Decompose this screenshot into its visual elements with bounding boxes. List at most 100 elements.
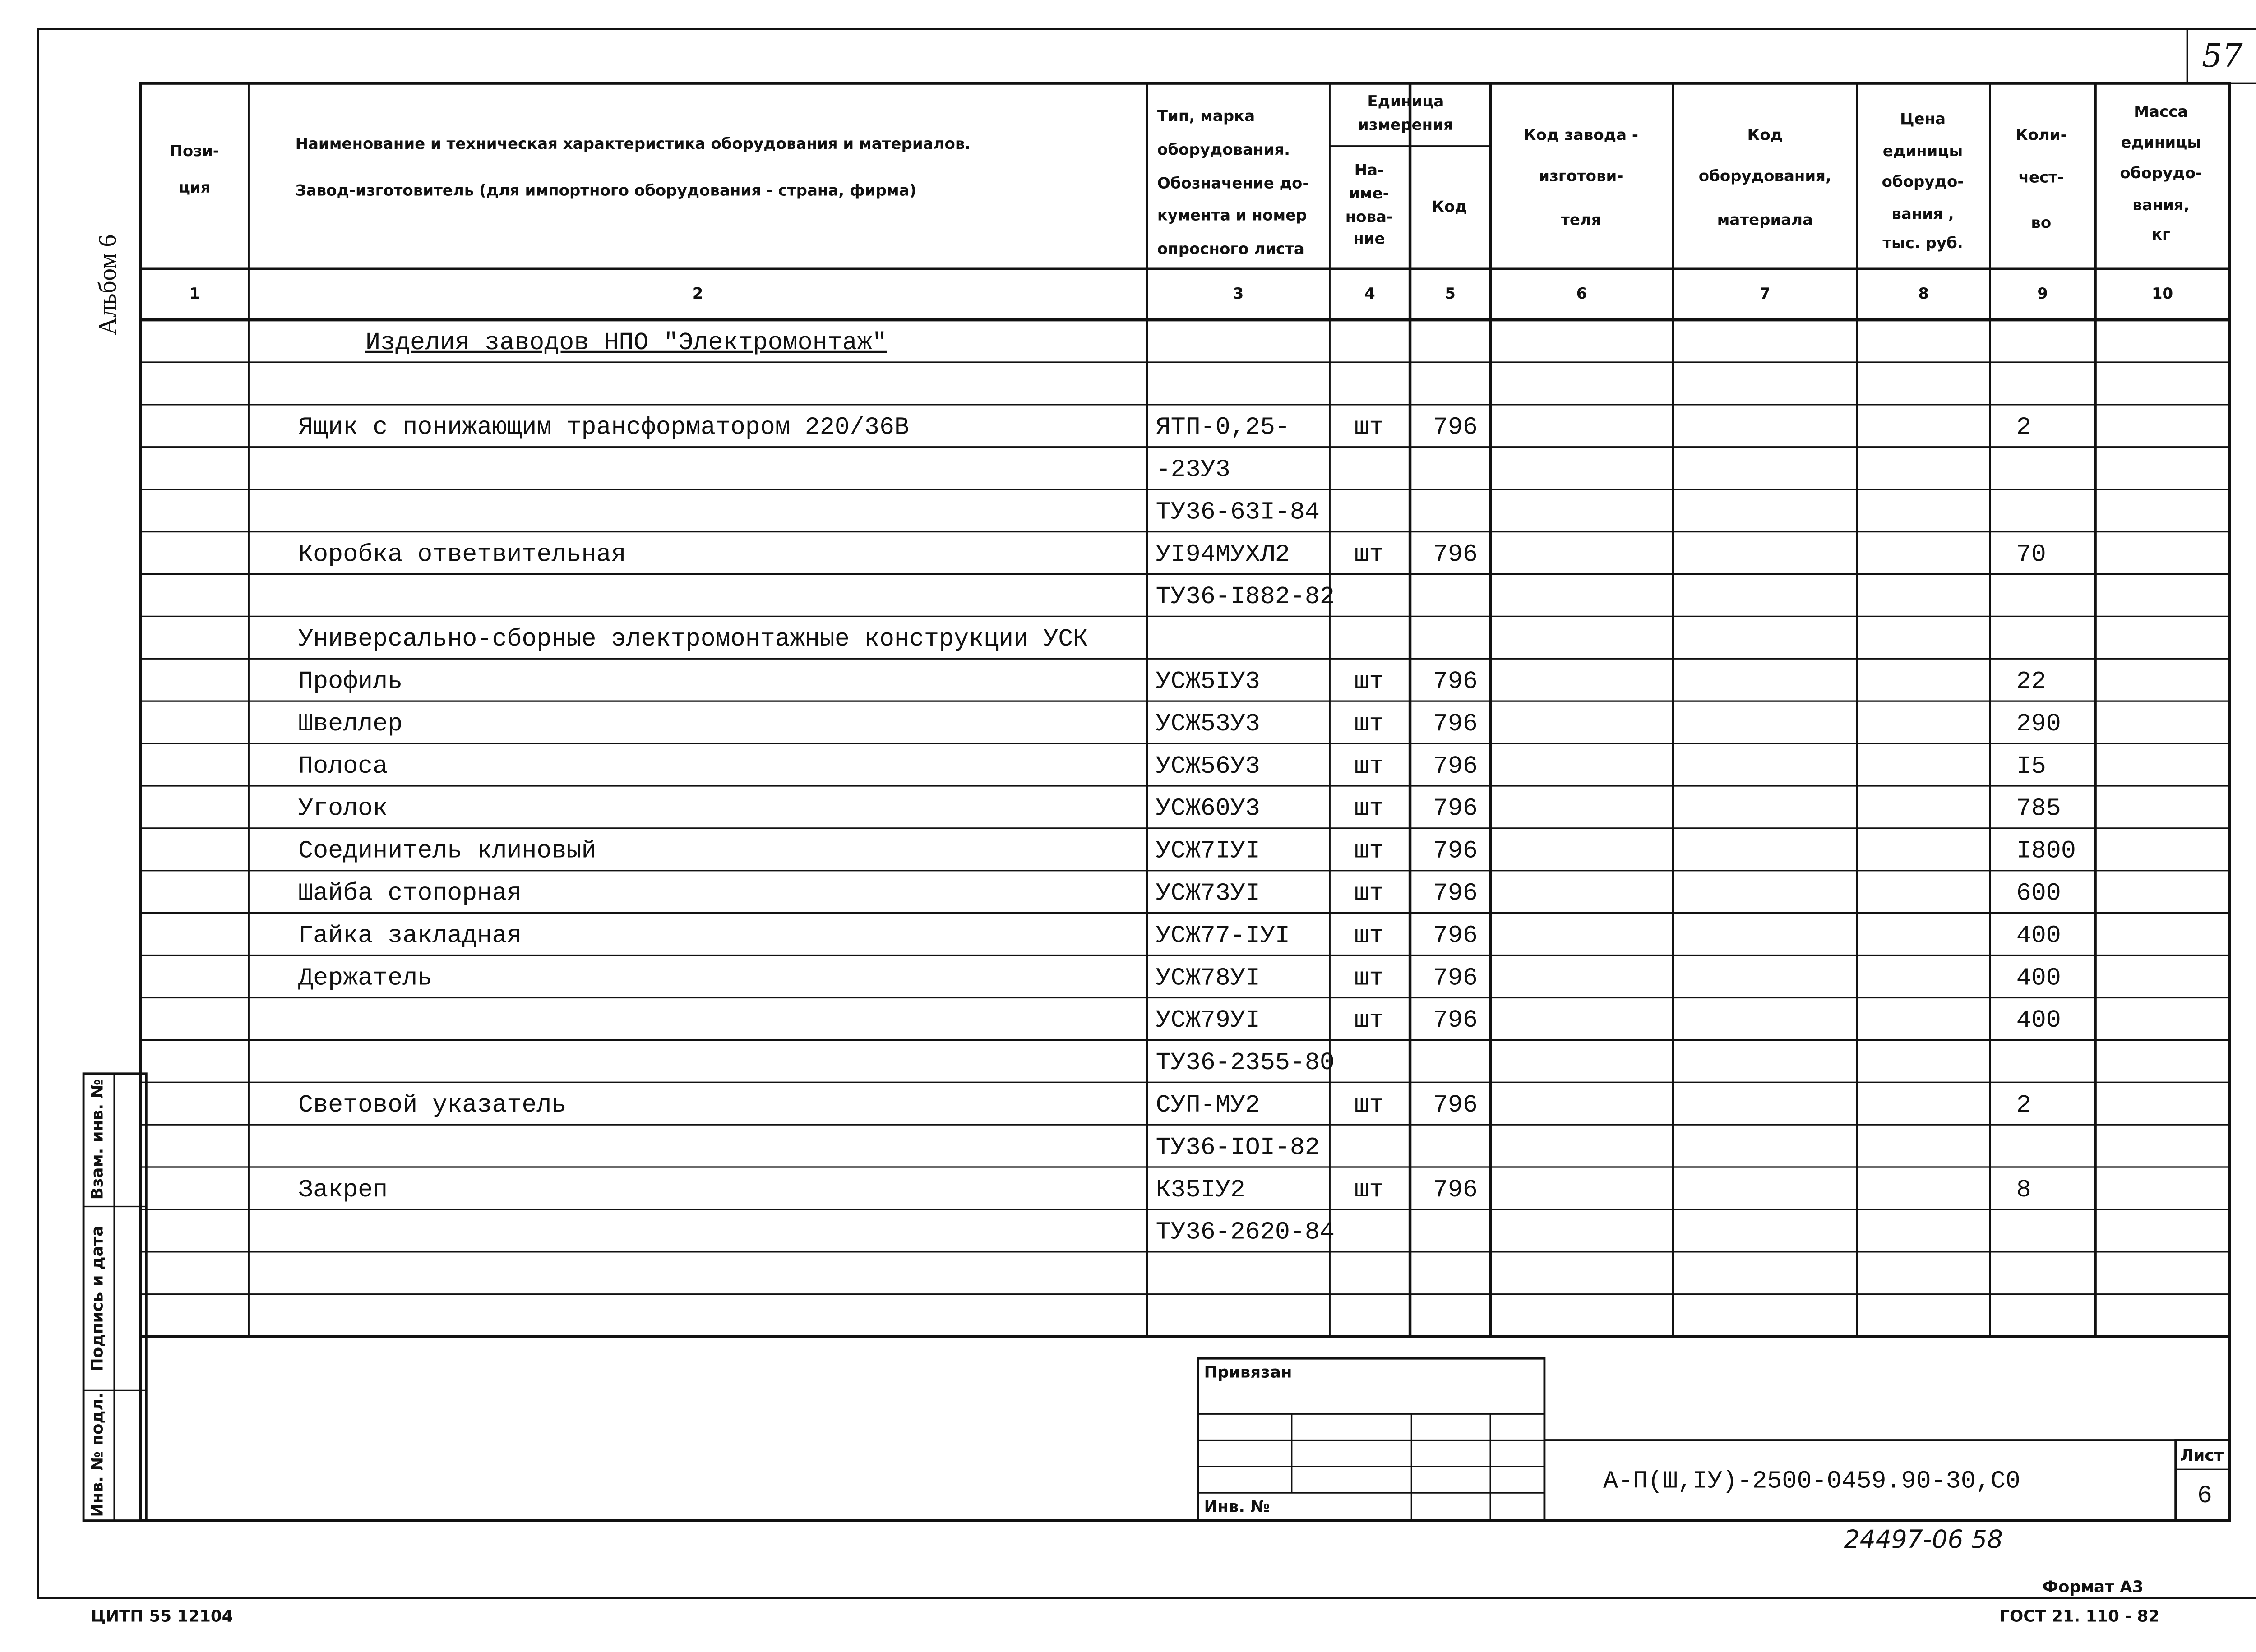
column-header: чест- — [2019, 169, 2064, 187]
cell-unit: шт — [1354, 1091, 1384, 1119]
stamp-linked: Привязан — [1204, 1363, 1292, 1382]
cell-type: УСЖ53У3 — [1156, 710, 1260, 738]
column-header: теля — [1561, 211, 1601, 229]
cell-name: Коробка ответвительная — [298, 540, 626, 568]
cell-qty: 22 — [2016, 667, 2046, 696]
sheet-value: 6 — [2197, 1481, 2212, 1510]
column-header: кг — [2152, 226, 2170, 244]
format-label: Формат А3 — [2043, 1578, 2144, 1597]
cell-unit: шт — [1354, 921, 1384, 950]
cell-unit: шт — [1354, 667, 1384, 696]
cell-qty: 8 — [2016, 1176, 2031, 1204]
cell-code: 796 — [1433, 1091, 1478, 1119]
column-header: во — [2031, 214, 2051, 232]
cell-unit: шт — [1354, 540, 1384, 568]
cell-qty: 785 — [2016, 794, 2061, 823]
cell-code: 796 — [1433, 921, 1478, 950]
handwritten-number: 24497-06 58 — [1844, 1525, 2003, 1554]
column-number: 5 — [1445, 285, 1456, 303]
column-header: изготови- — [1539, 167, 1623, 185]
side-label: Инв. № подл. — [88, 1393, 106, 1517]
cell-type: УСЖ73УI — [1156, 879, 1260, 907]
cell-qty: 70 — [2016, 540, 2046, 568]
column-header: материала — [1717, 211, 1813, 229]
column-number: 9 — [2037, 285, 2048, 303]
column-header: Код завода - — [1524, 126, 1638, 144]
column-number: 10 — [2152, 285, 2173, 303]
cell-unit: шт — [1354, 1176, 1384, 1204]
sheet-label: Лист — [2180, 1446, 2224, 1465]
column-header: Единица — [1367, 92, 1444, 111]
cell-name: Держатель — [298, 964, 432, 992]
standard: ГОСТ 21. 110 - 82 — [1999, 1607, 2159, 1625]
cell-name: Изделия заводов НПО "Электромонтаж" — [365, 328, 887, 357]
cell-type: УСЖ78УI — [1156, 964, 1260, 992]
stamp-inv: Инв. № — [1204, 1497, 1270, 1516]
column-header: Масса — [2134, 103, 2188, 121]
side-label: Взам. инв. № — [88, 1079, 106, 1200]
cell-type: СУП-МУ2 — [1156, 1091, 1260, 1119]
cell-type: УСЖ7IУI — [1156, 837, 1260, 865]
cell-unit: шт — [1354, 710, 1384, 738]
cell-qty: I800 — [2016, 837, 2076, 865]
column-header: ние — [1353, 230, 1385, 248]
column-header: оборудования. — [1157, 141, 1290, 159]
cell-unit: шт — [1354, 752, 1384, 780]
cell-type: ТУ36-2620-84 — [1156, 1218, 1335, 1246]
cell-type: УI94МУХЛ2 — [1156, 540, 1290, 568]
cell-code: 796 — [1433, 1006, 1478, 1034]
sheet-number: 57 — [2202, 37, 2243, 74]
column-header: Коли- — [2016, 126, 2067, 144]
cell-type: ТУ36-63I-84 — [1156, 498, 1320, 526]
sheet-box — [2174, 1439, 2231, 1522]
column-number: 8 — [1918, 285, 1929, 303]
column-number: 7 — [1760, 285, 1771, 303]
column-header: ция — [179, 179, 211, 197]
cell-qty: 400 — [2016, 964, 2061, 992]
column-header: Завод-изготовитель (для импортного обору… — [296, 182, 917, 200]
cell-name: Уголок — [298, 794, 388, 823]
column-header: Наименование и техническая характеристик… — [296, 135, 971, 153]
side-label: Подпись и дата — [88, 1226, 106, 1371]
cell-code: 796 — [1433, 1176, 1478, 1204]
cell-code: 796 — [1433, 879, 1478, 907]
cell-name: Швеллер — [298, 710, 402, 738]
cell-unit: шт — [1354, 794, 1384, 823]
cell-type: УСЖ60У3 — [1156, 794, 1260, 823]
cell-name: Ящик с понижающим трансформатором 220/36… — [298, 413, 909, 442]
cell-type: УСЖ5IУ3 — [1156, 667, 1260, 696]
cell-code: 796 — [1433, 837, 1478, 865]
column-header: единицы — [2121, 134, 2201, 152]
cell-code: 796 — [1433, 540, 1478, 568]
album-label: Альбом 6 — [93, 235, 121, 335]
outer-frame — [37, 28, 2256, 1599]
cell-unit: шт — [1354, 879, 1384, 907]
column-header: вания , — [1891, 205, 1954, 223]
column-number: 4 — [1364, 285, 1375, 303]
column-number: 2 — [693, 285, 703, 303]
publisher: ЦИТП 55 12104 — [91, 1607, 233, 1625]
cell-qty: 600 — [2016, 879, 2061, 907]
column-header: име- — [1349, 185, 1389, 203]
cell-qty: 400 — [2016, 921, 2061, 950]
column-header: Тип, марка — [1157, 107, 1255, 125]
cell-name: Полоса — [298, 752, 388, 780]
cell-name: Универсально-сборные электромонтажные ко… — [298, 625, 1088, 653]
cell-unit: шт — [1354, 413, 1384, 442]
column-header: нова- — [1345, 208, 1393, 226]
column-header: тыс. руб. — [1882, 234, 1963, 252]
cell-unit: шт — [1354, 964, 1384, 992]
cell-type: К35IУ2 — [1156, 1176, 1245, 1204]
cell-name: Соединитель клиновый — [298, 837, 596, 865]
document-code: А-П(Ш,IУ)-2500-0459.90-30,С0 — [1603, 1467, 2020, 1495]
column-header: Цена — [1900, 110, 1946, 128]
cell-name: Профиль — [298, 667, 402, 696]
cell-type: ЯТП-0,25- — [1156, 413, 1290, 442]
cell-code: 796 — [1433, 794, 1478, 823]
column-header: опросного листа — [1157, 240, 1304, 258]
column-number: 6 — [1576, 285, 1587, 303]
cell-type: УСЖ79УI — [1156, 1006, 1260, 1034]
cell-qty: 2 — [2016, 413, 2031, 442]
